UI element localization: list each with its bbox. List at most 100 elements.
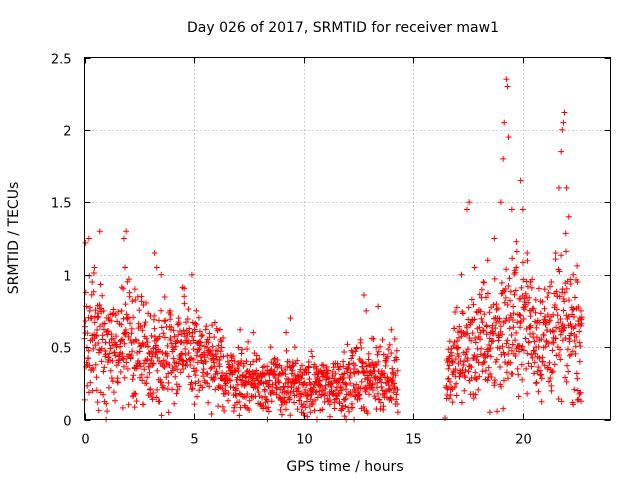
data-point xyxy=(92,361,99,368)
data-point xyxy=(110,389,117,396)
data-point xyxy=(446,338,453,345)
data-point xyxy=(557,331,564,338)
data-point xyxy=(576,339,583,346)
data-point xyxy=(302,386,309,393)
data-point xyxy=(487,370,494,377)
data-point xyxy=(456,323,463,330)
data-point xyxy=(161,294,168,301)
data-point xyxy=(550,339,557,346)
data-point xyxy=(464,357,471,364)
data-point xyxy=(96,346,103,353)
data-point xyxy=(117,343,124,350)
data-point xyxy=(541,286,548,293)
x-tick-label: 0 xyxy=(81,433,89,448)
data-point xyxy=(175,315,182,322)
data-point xyxy=(218,344,225,351)
data-point xyxy=(119,404,126,411)
data-point xyxy=(341,370,348,377)
data-point xyxy=(100,391,107,398)
data-point xyxy=(373,344,380,351)
data-point xyxy=(178,331,185,338)
data-point xyxy=(559,126,566,133)
data-point xyxy=(551,361,558,368)
data-point xyxy=(228,357,235,364)
data-point xyxy=(537,372,544,379)
data-point xyxy=(467,363,474,370)
data-point xyxy=(576,390,583,397)
data-point xyxy=(274,356,281,363)
data-point xyxy=(112,352,119,359)
data-point xyxy=(532,380,539,387)
data-point xyxy=(539,354,546,361)
data-point xyxy=(359,359,366,366)
data-point xyxy=(461,372,468,379)
data-point xyxy=(513,329,520,336)
data-point xyxy=(507,297,514,304)
data-point xyxy=(470,395,477,402)
data-point xyxy=(574,375,581,382)
data-point xyxy=(89,278,96,285)
data-point xyxy=(204,380,211,387)
data-point xyxy=(317,383,324,390)
data-point xyxy=(451,339,458,346)
data-point xyxy=(85,235,92,242)
data-point xyxy=(205,399,212,406)
data-point xyxy=(508,206,515,213)
data-point xyxy=(502,318,509,325)
data-point xyxy=(387,385,394,392)
data-point xyxy=(118,337,125,344)
data-point xyxy=(575,304,582,311)
data-point xyxy=(527,278,534,285)
data-point xyxy=(527,322,534,329)
data-point xyxy=(563,378,570,385)
data-point xyxy=(576,328,583,335)
data-point xyxy=(480,327,487,334)
data-point xyxy=(327,397,334,404)
data-point xyxy=(451,325,458,332)
data-point xyxy=(113,333,120,340)
data-point xyxy=(356,391,363,398)
data-point xyxy=(237,326,244,333)
data-point xyxy=(521,306,528,313)
data-point xyxy=(496,315,503,322)
data-point xyxy=(443,383,450,390)
data-point xyxy=(531,359,538,366)
data-point xyxy=(334,360,341,367)
data-point xyxy=(273,391,280,398)
data-point xyxy=(525,299,532,306)
data-point xyxy=(458,271,465,278)
data-point xyxy=(465,304,472,311)
data-point xyxy=(563,285,570,292)
data-point xyxy=(342,386,349,393)
data-point xyxy=(529,354,536,361)
axis-ticks xyxy=(84,57,611,421)
y-tick-labels: 0 0.5 1 1.5 2 2.5 xyxy=(51,53,72,430)
data-point xyxy=(535,364,542,371)
data-point xyxy=(492,325,499,332)
data-point xyxy=(101,320,108,327)
data-point xyxy=(483,323,490,330)
data-point xyxy=(271,371,278,378)
data-point xyxy=(239,393,246,400)
data-point xyxy=(502,285,509,292)
data-point xyxy=(87,304,94,311)
y-tick-label: 2.5 xyxy=(51,53,72,68)
data-point xyxy=(298,409,305,416)
data-point xyxy=(205,339,212,346)
data-point xyxy=(525,339,532,346)
data-point xyxy=(342,380,349,387)
data-point xyxy=(119,336,126,343)
data-point xyxy=(267,344,274,351)
data-point xyxy=(461,387,468,394)
data-point xyxy=(295,385,302,392)
data-point xyxy=(122,301,129,308)
data-point xyxy=(487,345,494,352)
data-point xyxy=(187,362,194,369)
data-point xyxy=(553,288,560,295)
data-point xyxy=(283,329,290,336)
data-point xyxy=(485,348,492,355)
data-point xyxy=(151,312,158,319)
data-point xyxy=(173,338,180,345)
data-point xyxy=(194,393,201,400)
data-point xyxy=(491,379,498,386)
